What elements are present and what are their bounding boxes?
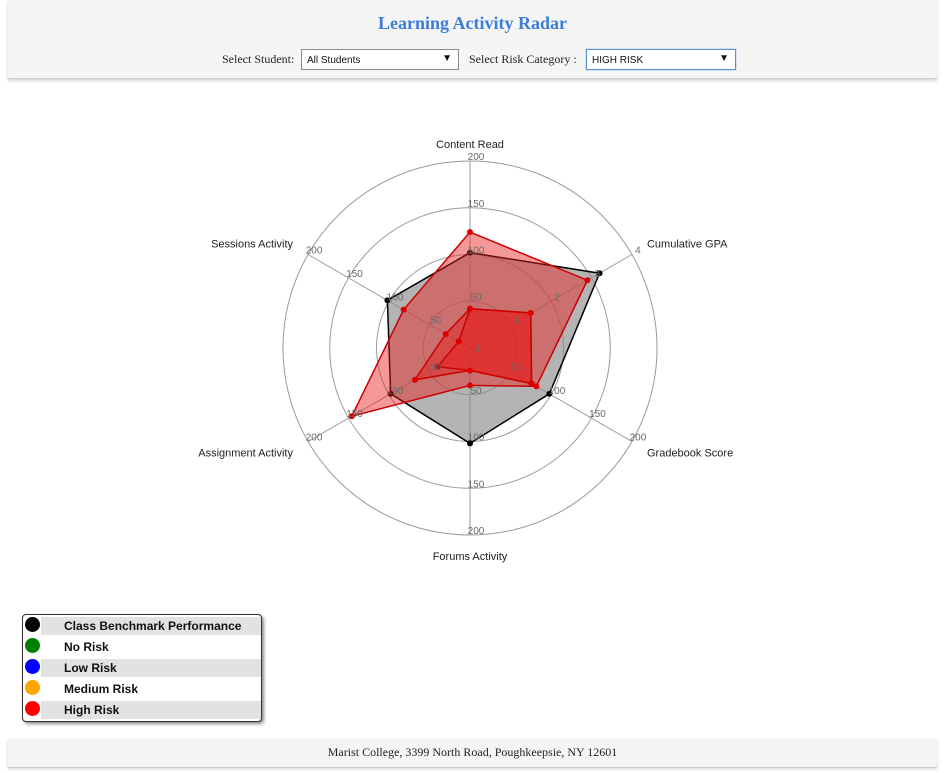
tick-label: 50 bbox=[470, 386, 482, 397]
student-select[interactable]: All Students ▼ bbox=[301, 49, 459, 70]
tick-label: 100 bbox=[549, 386, 566, 397]
legend-label: Class Benchmark Performance bbox=[64, 619, 242, 633]
data-point bbox=[348, 413, 355, 420]
legend-color-dot bbox=[25, 638, 40, 653]
chevron-down-icon: ▼ bbox=[442, 53, 452, 64]
legend-color-dot bbox=[25, 680, 40, 695]
radar-series-group bbox=[348, 229, 603, 447]
tick-label: 100 bbox=[468, 246, 485, 257]
data-point bbox=[455, 338, 462, 345]
tick-label: 50 bbox=[430, 316, 442, 327]
legend-color-dot bbox=[25, 701, 40, 716]
tick-label: 200 bbox=[306, 246, 323, 257]
tick-label: 150 bbox=[346, 269, 363, 280]
tick-label: 50 bbox=[511, 362, 523, 373]
legend-item: No Risk bbox=[23, 636, 261, 657]
tick-label: 200 bbox=[630, 433, 647, 444]
data-point bbox=[528, 380, 535, 387]
legend-item: Medium Risk bbox=[23, 678, 261, 699]
axis-label: Assignment Activity bbox=[198, 448, 293, 460]
page-title: Learning Activity Radar bbox=[378, 13, 567, 33]
legend-label: No Risk bbox=[64, 640, 109, 654]
legend-color-dot bbox=[25, 659, 40, 674]
data-point bbox=[467, 249, 473, 256]
data-point bbox=[467, 229, 473, 236]
risk-category-select[interactable]: HIGH RISK ▼ bbox=[586, 49, 736, 70]
tick-label: 100 bbox=[468, 433, 485, 444]
footer-address: Marist College, 3399 North Road, Poughke… bbox=[327, 745, 618, 759]
header-bar: Learning Activity Radar Select Student: … bbox=[8, 0, 937, 79]
tick-label: 0 bbox=[474, 344, 480, 355]
radar-chart: 50 100 150 200 1 2 3 4 50 100 150 200 50 100 150 200 50 1… bbox=[198, 139, 733, 563]
legend-label: Medium Risk bbox=[64, 682, 139, 696]
data-point bbox=[384, 297, 391, 304]
legend-color-dot bbox=[25, 617, 40, 632]
tick-label: 150 bbox=[468, 199, 485, 210]
radar-labels: 50 100 150 200 1 2 3 4 50 100 150 200 50 100 150 200 50 1… bbox=[198, 139, 733, 563]
data-point bbox=[467, 367, 473, 374]
data-point bbox=[387, 390, 394, 397]
risk-select-label: Select Risk Category : bbox=[469, 52, 577, 66]
tick-label: 150 bbox=[589, 409, 606, 420]
legend-label: High Risk bbox=[64, 703, 120, 717]
data-point bbox=[546, 390, 553, 397]
tick-label: 200 bbox=[468, 152, 485, 163]
chart-legend: Class Benchmark Performance No Risk Low … bbox=[22, 614, 262, 722]
student-select-value: All Students bbox=[307, 55, 361, 66]
data-point bbox=[467, 440, 473, 447]
tick-label: 2 bbox=[554, 292, 560, 303]
tick-label: 50 bbox=[430, 362, 442, 373]
axis-label: Cumulative GPA bbox=[647, 239, 728, 251]
data-point bbox=[467, 305, 473, 312]
legend-item: Low Risk bbox=[23, 657, 261, 678]
data-point bbox=[596, 270, 603, 277]
data-point bbox=[533, 383, 540, 390]
axis-label: Content Read bbox=[436, 139, 504, 151]
data-point bbox=[584, 277, 591, 284]
axis-label: Gradebook Score bbox=[647, 448, 733, 460]
tick-label: 150 bbox=[346, 409, 363, 420]
data-point bbox=[467, 382, 473, 389]
legend-item: Class Benchmark Performance bbox=[23, 615, 261, 636]
tick-label: 3 bbox=[595, 269, 601, 280]
data-point bbox=[411, 376, 418, 383]
tick-label: 200 bbox=[306, 433, 323, 444]
chevron-down-icon: ▼ bbox=[719, 53, 729, 64]
tick-label: 150 bbox=[468, 479, 485, 490]
tick-label: 50 bbox=[470, 292, 482, 303]
axis-label: Forums Activity bbox=[433, 551, 508, 563]
axis-label: Sessions Activity bbox=[211, 239, 293, 251]
risk-select-value: HIGH RISK bbox=[592, 55, 644, 66]
legend-item: High Risk bbox=[23, 699, 261, 720]
data-point bbox=[527, 309, 534, 316]
data-point bbox=[434, 363, 441, 370]
data-point bbox=[400, 306, 407, 313]
data-point bbox=[442, 330, 449, 337]
footer-bar: Marist College, 3399 North Road, Poughke… bbox=[8, 739, 937, 768]
tick-label: 4 bbox=[635, 246, 641, 257]
student-select-label: Select Student: bbox=[222, 52, 295, 66]
tick-label: 100 bbox=[387, 292, 404, 303]
tick-label: 1 bbox=[514, 316, 520, 327]
legend-label: Low Risk bbox=[64, 661, 117, 675]
tick-label: 100 bbox=[387, 386, 404, 397]
tick-label: 200 bbox=[468, 526, 485, 537]
